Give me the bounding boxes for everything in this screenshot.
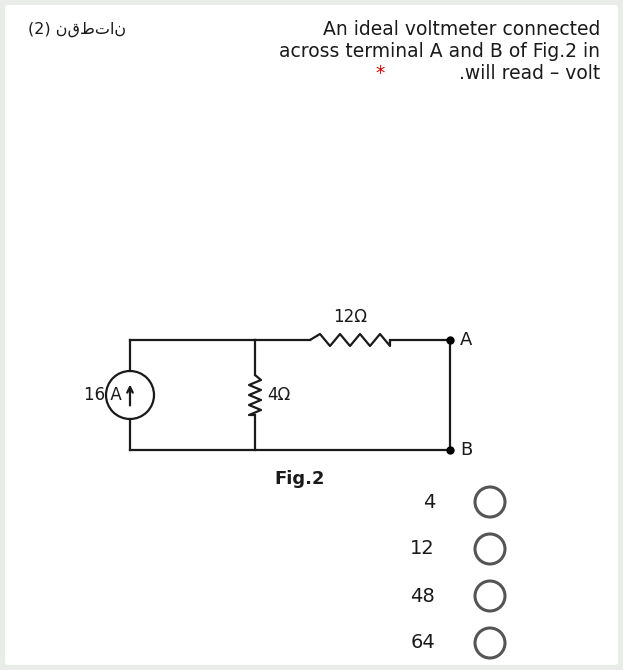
Text: 64: 64 (411, 634, 435, 653)
Text: Fig.2: Fig.2 (275, 470, 325, 488)
Text: B: B (460, 441, 472, 459)
Text: across terminal A and B of Fig.2 in: across terminal A and B of Fig.2 in (279, 42, 600, 61)
Text: 4Ω: 4Ω (267, 386, 290, 404)
Text: An ideal voltmeter connected: An ideal voltmeter connected (323, 20, 600, 39)
Text: *: * (375, 64, 384, 83)
Text: 12Ω: 12Ω (333, 308, 367, 326)
FancyBboxPatch shape (5, 5, 618, 665)
Text: A: A (460, 331, 472, 349)
Text: 16 A: 16 A (84, 386, 122, 404)
Text: 12: 12 (411, 539, 435, 559)
Text: .will read – volt: .will read – volt (459, 64, 600, 83)
Text: 48: 48 (411, 586, 435, 606)
Text: 4: 4 (422, 492, 435, 511)
Text: (2) نقطتان: (2) نقطتان (28, 22, 126, 38)
